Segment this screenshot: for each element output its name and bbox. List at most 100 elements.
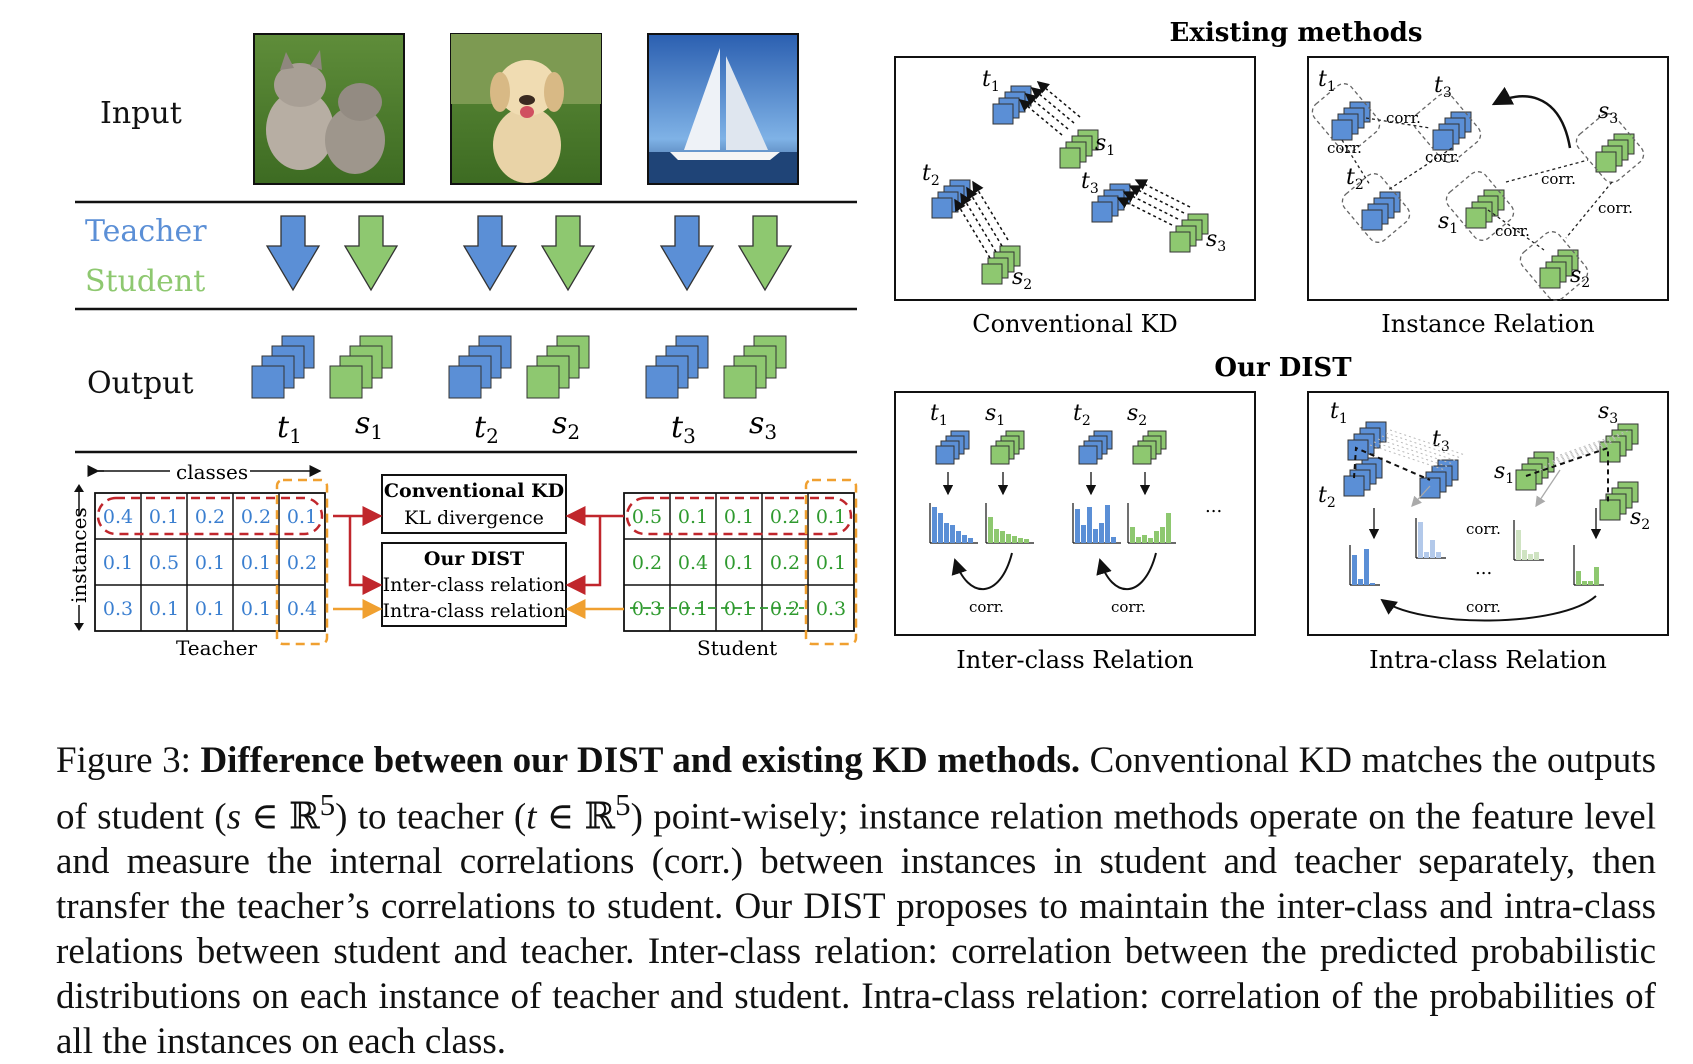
matrix-cell: 0.1 — [678, 598, 708, 620]
teacher-output-stack — [645, 335, 709, 399]
row-label-input: Input — [100, 96, 182, 131]
corr-label: corr. — [1598, 199, 1633, 217]
row-label-student: Student — [85, 264, 205, 299]
teacher-matrix-title: Teacher — [176, 636, 257, 660]
student-distribution-bars — [1127, 503, 1176, 544]
teacher-class-bars — [1349, 545, 1380, 586]
caption-part-3: ) point-wisely; instance relation method… — [56, 796, 1656, 1063]
output-labels: t1 s1 t2 s2 t3 s3 — [277, 406, 777, 448]
teacher-arrow-icon — [265, 215, 321, 292]
matrix-cell: 0.1 — [149, 506, 179, 528]
corr-label: corr. — [969, 598, 1004, 616]
teacher-distribution-bars — [1072, 503, 1121, 544]
teacher-stack — [1419, 459, 1459, 499]
output-label-s2: s — [552, 406, 567, 441]
svg-text:t1: t1 — [277, 410, 302, 448]
matrix-cell: 0.1 — [724, 506, 754, 528]
output-label-t3: t — [671, 410, 684, 445]
student-stack — [1059, 129, 1099, 169]
student-class-bars — [1573, 545, 1604, 586]
teacher-stack — [935, 430, 970, 465]
caption-t-var: t — [526, 796, 537, 838]
matrix-cell: 0.3 — [632, 598, 662, 620]
caption-part-1: Conventional KD matches the outputs of s… — [56, 740, 1656, 838]
student-stack — [1465, 189, 1505, 229]
teacher-student-arrows — [265, 215, 793, 292]
input-image-cats — [253, 33, 405, 185]
matrix-cell: 0.1 — [724, 552, 754, 574]
teacher-distribution-bars — [929, 503, 978, 544]
student-matrix-title: Student — [697, 636, 777, 660]
matrix-connectors — [333, 506, 624, 619]
student-stack — [1599, 481, 1639, 521]
matrix-cell: 0.4 — [287, 598, 317, 620]
output-label-s2-sub: 2 — [567, 420, 580, 444]
student-arrow-icon — [540, 215, 596, 292]
matrix-cell: 0.1 — [149, 598, 179, 620]
dist-box-inter: Inter-class relation — [383, 574, 566, 596]
corr-label: corr. — [1466, 598, 1501, 616]
teacher-stack — [1091, 183, 1131, 223]
student-stack — [1169, 213, 1209, 253]
student-stack — [981, 245, 1021, 285]
input-image-dog — [450, 33, 602, 185]
matrix-cell: 0.2 — [632, 552, 662, 574]
caption-bold: Difference between our DIST and existing… — [200, 740, 1081, 781]
caption-part-2: ) to teacher ( — [335, 796, 527, 838]
matrix-instances-label: instances — [67, 507, 91, 603]
panel-conventional-kd — [894, 56, 1256, 301]
teacher-stack — [1078, 430, 1113, 465]
teacher-output-stack — [251, 335, 315, 399]
caption-s-var: s — [226, 796, 241, 838]
caption-sup-1: 5 — [319, 788, 336, 822]
matrix-cell: 0.1 — [195, 552, 225, 574]
svg-text:t2: t2 — [474, 410, 499, 448]
matrix-cell: 0.2 — [241, 506, 271, 528]
panel-label-inter-class: Inter-class Relation — [956, 646, 1194, 674]
corr-label: corr. — [1386, 109, 1421, 127]
row-label-teacher: Teacher — [85, 214, 207, 249]
teacher-stack — [931, 179, 971, 219]
output-label-s1-sub: 1 — [370, 420, 383, 444]
student-matrix: 0.5 0.1 0.1 0.2 0.1 0.2 0.4 0.1 0.2 0.1 0.3 0.1 0.1 0… — [623, 478, 858, 646]
input-image-sailboat — [647, 33, 799, 185]
corr-label: corr. — [1466, 520, 1501, 538]
teacher-matrix: 0.4 0.1 0.2 0.2 0.1 0.1 0.5 0.1 0.1 0.2 0.3 0.1 0.1 0… — [94, 478, 329, 646]
matrix-cell: 0.5 — [632, 506, 662, 528]
matrix-cell: 0.4 — [103, 506, 133, 528]
conventional-kd-box-sub: KL divergence — [404, 507, 544, 529]
student-stack — [1595, 133, 1635, 173]
panel-label-instance-relation: Instance Relation — [1381, 310, 1594, 338]
svg-text:s2: s2 — [552, 406, 580, 444]
panel-instance-relation — [1307, 56, 1669, 301]
student-stack — [1539, 249, 1579, 289]
conventional-kd-box — [381, 474, 567, 534]
corr-label: corr. — [1541, 170, 1576, 188]
matrix-cell: 0.1 — [103, 552, 133, 574]
matrix-cell: 0.3 — [816, 598, 846, 620]
ellipsis: ... — [1205, 496, 1222, 517]
matrix-classes-label: classes — [176, 460, 248, 484]
matrix-cell: 0.1 — [816, 506, 846, 528]
panel-label-intra-class: Intra-class Relation — [1369, 646, 1607, 674]
output-label-t1-sub: 1 — [289, 424, 302, 448]
corr-label: corr. — [1327, 139, 1362, 157]
teacher-stack — [1361, 191, 1401, 231]
student-arrow-icon — [737, 215, 793, 292]
conventional-kd-box-title: Conventional KD — [384, 480, 564, 502]
student-stack — [1515, 451, 1555, 491]
matrix-cell: 0.2 — [770, 598, 800, 620]
output-label-s1: s — [355, 406, 370, 441]
our-dist-header: Our DIST — [1214, 353, 1352, 383]
student-arrow-icon — [343, 215, 399, 292]
teacher-stack — [1347, 421, 1387, 461]
matrix-cell: 0.1 — [195, 598, 225, 620]
output-label-t2-sub: 2 — [486, 424, 499, 448]
ellipsis: ... — [1475, 558, 1492, 579]
matrix-cell: 0.1 — [816, 552, 846, 574]
student-output-stack — [526, 335, 590, 399]
student-output-stack — [329, 335, 393, 399]
output-label-t3-sub: 3 — [683, 424, 696, 448]
svg-text:s3: s3 — [749, 406, 777, 444]
